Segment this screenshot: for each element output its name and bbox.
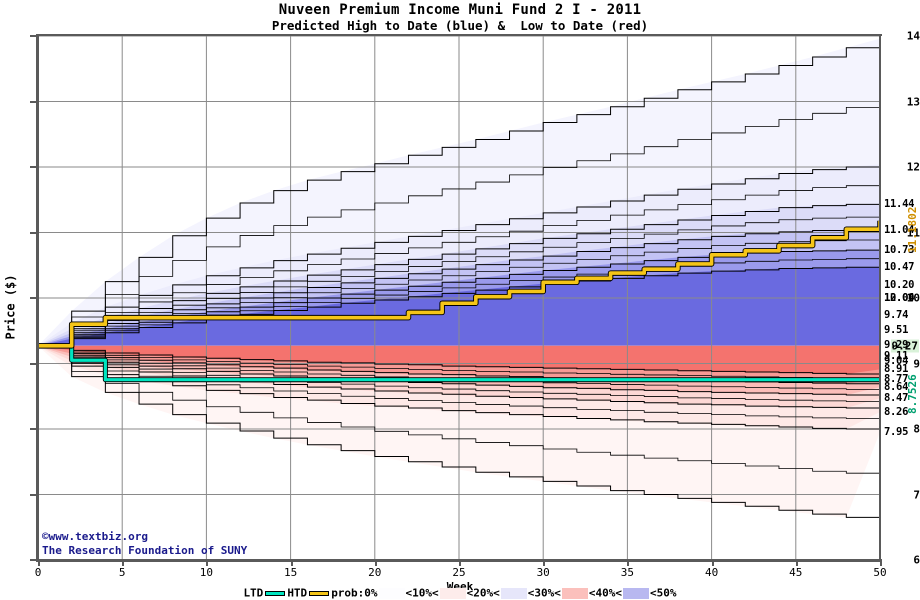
right-value-label: 10.00 [884, 292, 915, 304]
y-tick-label: 8 [913, 422, 920, 436]
y-tick-label: 14 [906, 29, 920, 43]
x-tick-mark [795, 559, 798, 566]
x-tick-mark [374, 559, 377, 566]
y-tick-mark [30, 559, 37, 561]
right-value-label: 7.95 [884, 426, 909, 439]
x-tick-mark [290, 559, 293, 566]
x-tick-label: 5 [118, 566, 126, 579]
right-value-label: 11.04 [884, 223, 915, 236]
legend-band-label: <40%< [588, 586, 623, 600]
plot-top-border [36, 34, 882, 36]
ltd-endpoint-label: 8.7526 [906, 373, 919, 414]
right-value-label: 9.74 [884, 309, 909, 322]
y-tick-label: 12 [906, 160, 920, 174]
x-tick-label: 0 [34, 566, 42, 579]
x-tick-label: 30 [536, 566, 550, 579]
right-value-label: 9.29 [884, 338, 909, 351]
x-tick-label: 40 [704, 566, 719, 579]
legend-band-swatch [378, 587, 405, 599]
y-tick-mark [30, 428, 37, 430]
right-value-label: 8.26 [884, 405, 909, 418]
y-tick-mark [30, 493, 37, 496]
legend-band-label: <20%< [466, 586, 500, 600]
x-tick-label: 50 [873, 566, 887, 579]
x-tick-mark [206, 559, 209, 566]
legend-band-swatch [561, 587, 588, 599]
y-tick-label: 10 [906, 291, 920, 305]
right-value-label: 8.77 [884, 372, 909, 385]
y-tick-mark [30, 297, 37, 299]
start-price-label: 9.27 [890, 339, 919, 353]
right-value-label: 9.11 [884, 350, 909, 363]
y-tick-mark [30, 100, 37, 103]
y-tick-mark [30, 35, 37, 37]
right-value-label: 9.04 [884, 354, 909, 367]
legend-band-swatch [623, 587, 650, 599]
plot-canvas [38, 36, 880, 560]
x-tick-label: 45 [789, 566, 803, 579]
chart-subtitle: Predicted High to Date (blue) & Low to D… [271, 18, 649, 33]
y-axis-line [36, 34, 39, 562]
legend-band-swatch [500, 587, 527, 599]
x-tick-label: 10 [199, 566, 214, 579]
x-tick-mark [122, 559, 125, 566]
x-tick-label: 15 [283, 566, 298, 579]
x-tick-label: 25 [452, 566, 466, 579]
y-tick-mark [30, 231, 37, 234]
watermark: ©www.textbiz.org The Research Foundation… [42, 530, 247, 558]
legend-band-swatch [439, 587, 466, 599]
legend-band-label: <50% [650, 586, 677, 600]
x-tick-mark [627, 559, 630, 566]
right-value-label: 8.47 [884, 392, 909, 405]
right-value-label: 10.73 [884, 244, 915, 257]
right-value-label: 12.04 [884, 292, 915, 304]
x-tick-mark [543, 559, 546, 566]
right-value-label: 10.47 [884, 261, 915, 274]
y-axis-label: Price ($) [3, 274, 18, 340]
x-tick-mark [880, 559, 882, 566]
y-tick-label: 7 [913, 488, 920, 501]
x-tick-mark [459, 559, 461, 566]
legend-band-label: <30%< [527, 586, 561, 600]
y-tick-label: 11 [906, 226, 920, 239]
legend-htd-swatch [309, 590, 330, 596]
watermark-site: ©www.textbiz.org [42, 530, 148, 543]
htd-endpoint-label: 11.1802 [906, 206, 919, 253]
legend-prob-label: prob:0% [331, 586, 378, 600]
plot-right-border [879, 34, 881, 562]
y-axis-label-wrap: Price ($) [0, 0, 34, 600]
chart-legend: LTD HTD prob:0% <10%< <20%< <30%< <40%< <50% [0, 586, 920, 600]
right-value-label: 10.20 [884, 278, 915, 291]
y-tick-label: 6 [913, 553, 920, 567]
y-tick-mark [30, 362, 37, 365]
legend-band-label: <10%< [405, 586, 439, 600]
legend-htd-label: HTD [287, 586, 308, 600]
watermark-org: The Research Foundation of SUNY [42, 544, 248, 557]
right-value-label: 8.91 [884, 363, 909, 376]
y-tick-mark [30, 166, 37, 168]
plot-area [38, 36, 880, 560]
chart-title: Nuveen Premium Income Muni Fund 2 I - 20… [278, 2, 642, 18]
y-tick-label: 13 [906, 95, 920, 108]
x-tick-mark [711, 559, 714, 566]
y-tick-label: 9 [913, 357, 920, 370]
right-value-label: 11.44 [884, 197, 915, 210]
right-value-label: 8.64 [884, 381, 909, 394]
right-value-label: 9.51 [884, 324, 909, 337]
x-tick-label: 20 [368, 566, 382, 579]
legend-ltd-label: LTD [243, 586, 264, 600]
x-tick-label: 35 [620, 566, 635, 579]
x-tick-mark [38, 559, 40, 566]
legend-ltd-swatch [265, 590, 286, 596]
